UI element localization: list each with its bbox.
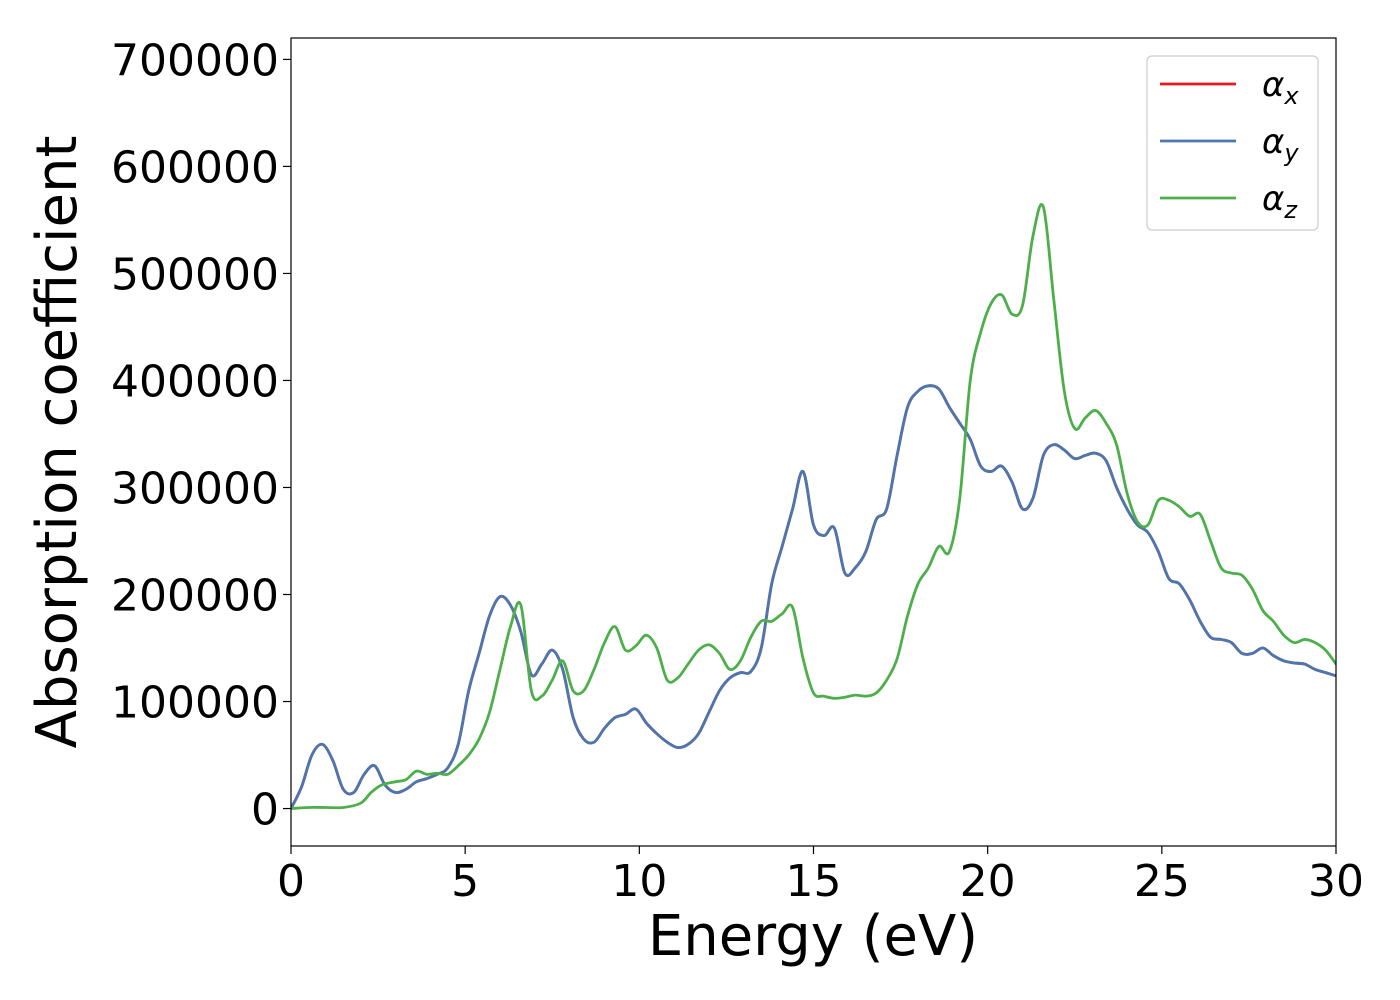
legend-symbol: α: [1262, 122, 1284, 162]
y-tick-label: 100000: [111, 678, 279, 729]
x-tick-label: 30: [1308, 856, 1364, 907]
x-tick-label: 25: [1134, 856, 1190, 907]
series-line-x: [291, 384, 1336, 810]
y-tick-label: 400000: [111, 356, 279, 407]
legend-label-x: αx: [1262, 65, 1299, 110]
legend-subscript: y: [1283, 139, 1299, 167]
plot-lines: [291, 203, 1336, 810]
series-line-z: [291, 203, 1336, 810]
x-axis-ticks: 0 5 10 15 20 25 30: [277, 846, 1364, 907]
x-axis-label: Energy (eV): [648, 904, 978, 969]
x-tick-label: 5: [451, 856, 479, 907]
y-tick-label: 600000: [111, 142, 279, 193]
x-tick-label: 15: [786, 856, 842, 907]
legend-symbol: α: [1262, 65, 1284, 105]
legend-label-y: αy: [1262, 122, 1299, 167]
legend-symbol: α: [1262, 179, 1284, 219]
y-axis-label: Absorption coefficient: [25, 136, 90, 749]
y-tick-label: 300000: [111, 463, 279, 514]
y-tick-label: 200000: [111, 571, 279, 622]
legend-subscript: z: [1283, 196, 1298, 224]
plot-series-group: [291, 203, 1336, 810]
series-line-y: [291, 384, 1336, 810]
y-axis-ticks: 0 100000 200000 300000 400000 500000 600000 700…: [111, 35, 291, 836]
x-tick-label: 0: [277, 856, 305, 907]
y-tick-label: 500000: [111, 249, 279, 300]
legend-subscript: x: [1283, 82, 1299, 110]
x-tick-label: 20: [960, 856, 1016, 907]
legend-label-z: αz: [1262, 179, 1298, 224]
y-tick-label: 700000: [111, 35, 279, 86]
y-tick-label: 0: [251, 785, 279, 836]
x-tick-label: 10: [611, 856, 667, 907]
legend-box: [1146, 55, 1319, 231]
